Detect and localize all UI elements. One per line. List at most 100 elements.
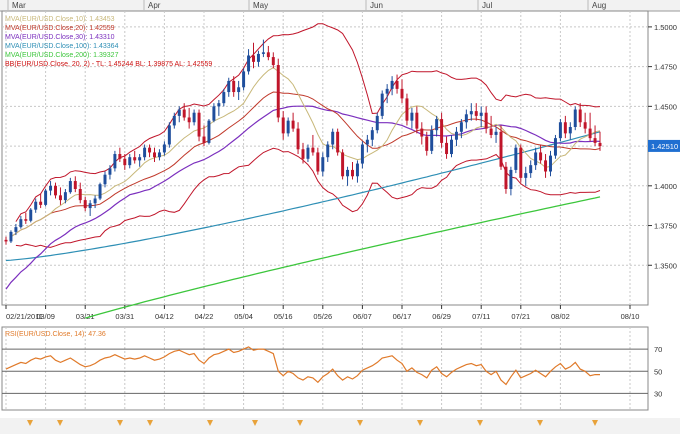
candle-down [276,65,280,118]
month-label: May [253,1,268,10]
x-tick-label: 07/11 [472,312,490,321]
candle-down [148,147,152,153]
event-marker [357,420,363,426]
event-marker [117,420,123,426]
candle-up [365,139,369,145]
candle-down [544,160,548,172]
candle-down [588,128,592,139]
event-marker [477,420,483,426]
candle-up [63,192,67,201]
candle-down [598,142,602,147]
candle-up [430,130,434,151]
x-tick-label: 06/07 [353,312,372,321]
candle-up [573,109,577,128]
candle-up [450,139,453,155]
candle-down [311,147,315,153]
candle-up [331,131,335,145]
candle-down [593,138,597,143]
candle-down [202,136,206,143]
candle-up [143,147,147,158]
candle-up [242,71,246,88]
candle-up [34,201,38,210]
x-tick-label: 06/29 [432,312,451,321]
x-tick-label: 05/16 [274,312,293,321]
candle-up [93,198,97,204]
y-tick-label: 1.3500 [654,261,677,270]
candle-down [351,169,354,177]
candle-down [519,147,523,178]
candle-down [316,152,320,172]
candle-down [73,181,77,189]
candle-up [167,125,171,145]
candle-down [4,239,8,242]
candle-up [207,120,211,143]
event-marker [57,420,63,426]
candle-up [464,114,468,123]
candle-down [133,157,137,161]
x-tick-label: 04/22 [195,312,214,321]
x-tick-label: 03/21 [76,312,95,321]
candle-up [553,138,557,156]
candle-down [197,112,201,137]
x-tick-label: 05/26 [313,312,332,321]
candle-up [529,165,533,174]
candle-down [405,98,409,121]
rsi-tick-label: 50 [654,367,662,376]
candle-down [187,117,191,123]
candle-down [39,201,43,205]
candle-up [549,155,552,172]
rsi-tick-label: 30 [654,389,662,398]
indicator-legend-item: MVA(EUR/USD.Close,30): 1.43310 [5,34,115,41]
y-tick-label: 1.4500 [654,102,677,111]
candle-up [360,144,364,164]
event-marker [417,420,423,426]
candle-down [153,152,156,158]
indicator-legend-item: MVA(EUR/USD.Close,20): 1.42559 [5,25,115,32]
candle-down [296,128,300,150]
candle-up [514,147,518,170]
ma200-line [85,196,601,319]
candle-up [326,144,330,158]
indicator-legend-item: BB(EUR/USD.Close, 20, 2) - TL: 1.45244 B… [5,61,212,68]
rsi-panel [1,326,649,411]
candle-up [103,174,107,185]
rsi-line [5,346,600,386]
candle-down [420,128,424,137]
candle-up [44,190,48,205]
candle-up [568,127,572,134]
candle-up [306,147,310,159]
candle-down [484,112,488,129]
candle-down [24,219,28,221]
candle-up [157,152,161,158]
candle-up [237,87,241,93]
rsi-legend: RSI(EUR/USD.Close, 14): 47.36 [5,331,106,338]
ma10-line [10,67,601,238]
candle-down [563,122,567,134]
x-tick-label: 04/12 [155,312,174,321]
candle-down [54,185,57,196]
candle-down [271,57,275,66]
candle-down [440,119,444,143]
candle-up [261,52,265,54]
candle-down [281,117,285,134]
candle-up [138,157,142,161]
x-tick-label: 07/21 [511,312,530,321]
candle-down [182,109,186,118]
candle-up [172,115,176,126]
candle-up [435,119,439,131]
last-price-label: 1.42510 [651,142,678,151]
y-tick-label: 1.4750 [654,63,677,72]
candle-up [375,115,379,131]
event-marker [537,420,543,426]
candle-down [301,149,305,159]
month-label: Mar [12,1,26,10]
candle-up [524,173,528,178]
candle-down [232,80,236,93]
candle-down [78,188,82,201]
month-label: Jun [370,1,383,10]
candle-up [162,144,166,153]
ma20-line [10,91,601,238]
candle-down [341,152,345,177]
y-tick-label: 1.3750 [654,222,677,231]
